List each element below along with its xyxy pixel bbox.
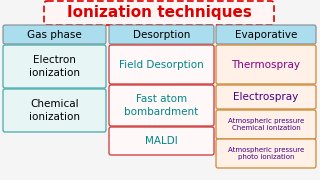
Text: Atmospheric pressure
Chemical ionization: Atmospheric pressure Chemical ionization — [228, 118, 304, 131]
FancyBboxPatch shape — [109, 85, 214, 126]
Text: Evaporative: Evaporative — [235, 30, 297, 39]
Text: Electrospray: Electrospray — [233, 92, 299, 102]
FancyBboxPatch shape — [109, 45, 214, 84]
Text: Gas phase: Gas phase — [27, 30, 82, 39]
Text: Fast atom
bombardment: Fast atom bombardment — [124, 94, 199, 117]
Text: Thermospray: Thermospray — [231, 60, 300, 69]
Text: MALDI: MALDI — [145, 136, 178, 146]
Text: Ionization techniques: Ionization techniques — [67, 6, 252, 21]
FancyBboxPatch shape — [3, 25, 106, 44]
Text: Field Desorption: Field Desorption — [119, 60, 204, 69]
FancyBboxPatch shape — [216, 110, 316, 139]
FancyBboxPatch shape — [216, 85, 316, 109]
Text: Chemical
ionization: Chemical ionization — [29, 99, 80, 122]
FancyBboxPatch shape — [109, 127, 214, 155]
FancyBboxPatch shape — [3, 89, 106, 132]
FancyBboxPatch shape — [44, 1, 274, 25]
Text: Electron
ionization: Electron ionization — [29, 55, 80, 78]
FancyBboxPatch shape — [216, 45, 316, 84]
FancyBboxPatch shape — [216, 25, 316, 44]
Text: Atmospheric pressure
photo ionization: Atmospheric pressure photo ionization — [228, 147, 304, 160]
FancyBboxPatch shape — [3, 45, 106, 88]
Text: Desorption: Desorption — [133, 30, 190, 39]
FancyBboxPatch shape — [109, 25, 214, 44]
FancyBboxPatch shape — [216, 139, 316, 168]
